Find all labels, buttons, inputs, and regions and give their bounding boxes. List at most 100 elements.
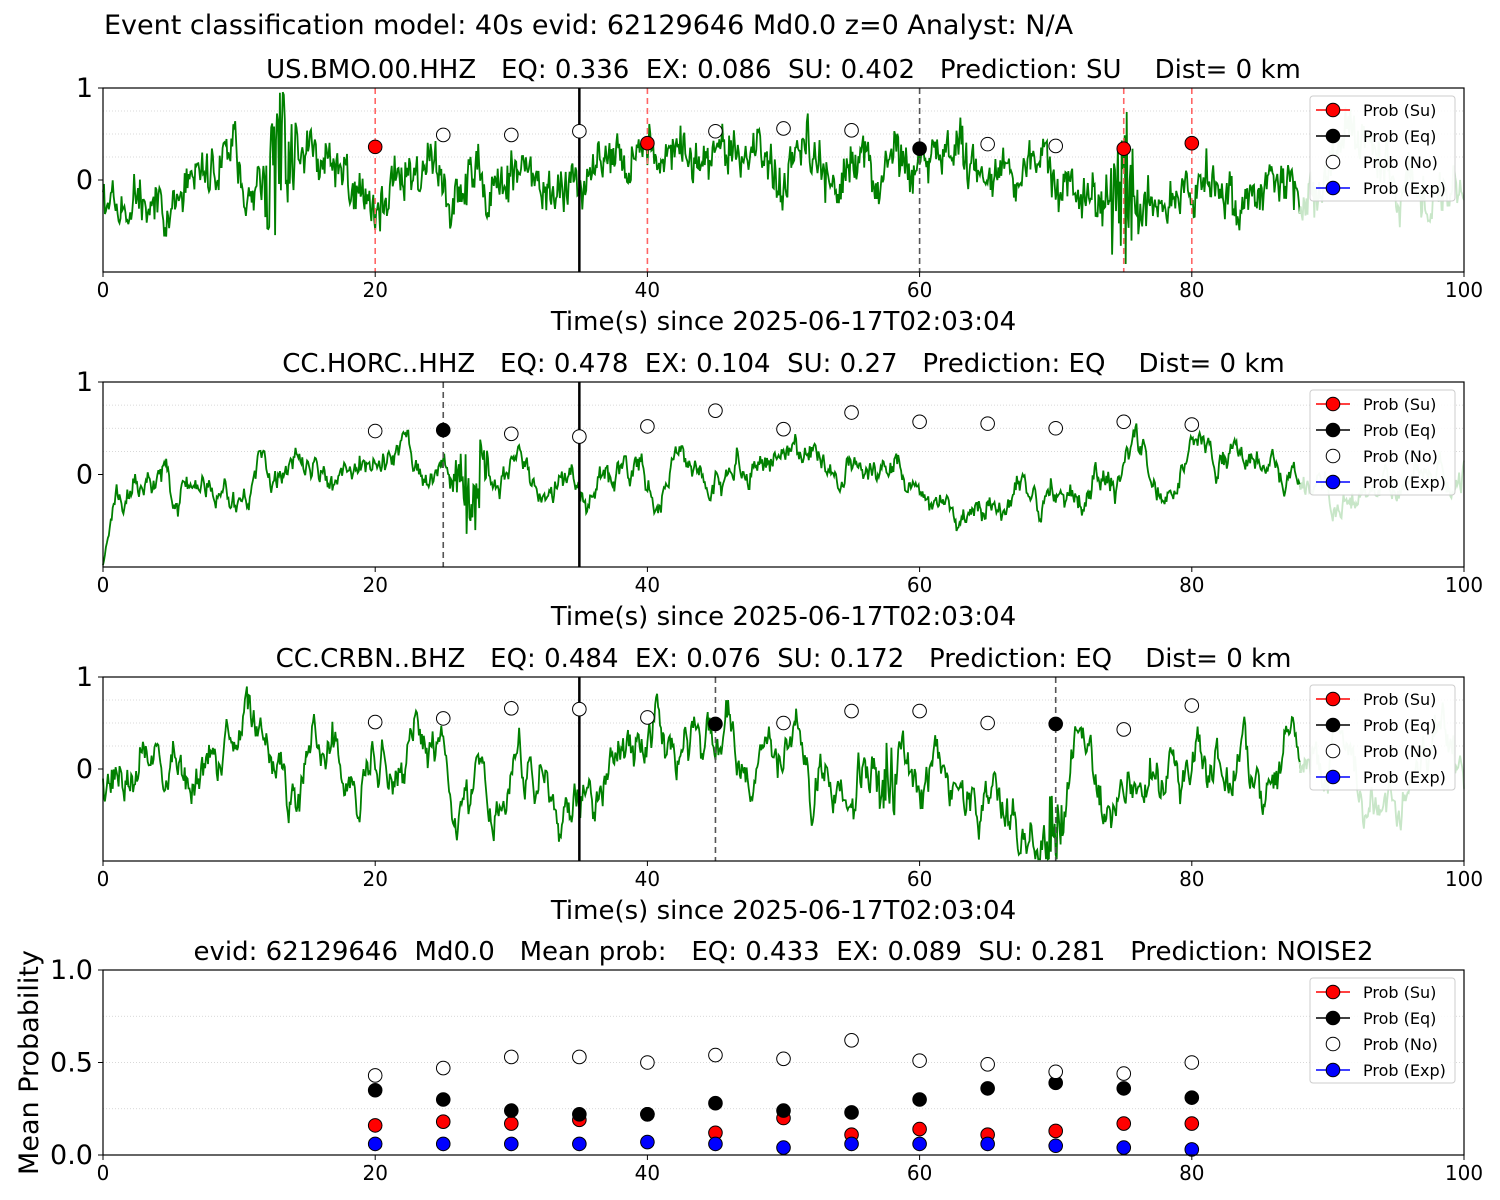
- x-tick-label: 20: [362, 278, 387, 302]
- legend: Prob (Su) Prob (Eq) Prob (No) Prob (Exp): [1309, 95, 1456, 202]
- marker-no: [844, 405, 859, 420]
- point-no: [367, 1068, 383, 1083]
- point-su: [1184, 1116, 1200, 1131]
- point-eq: [708, 1095, 723, 1111]
- point-su: [1116, 1116, 1132, 1131]
- point-exp: [844, 1136, 859, 1152]
- point-eq: [572, 1107, 587, 1122]
- point-no: [1048, 1064, 1063, 1080]
- legend-label: Prob (Eq): [1363, 716, 1436, 735]
- panel-1: 0 20 40 60 80 100 0 1 US.BMO.00.HHZ EQ: 0.336 EX…: [76, 55, 1483, 337]
- x-tick-label: 0: [97, 573, 110, 597]
- marker-no: [1116, 414, 1132, 430]
- legend-label: Prob (Eq): [1363, 127, 1436, 146]
- panel-4: 0 20 40 60 80 100 0.0 0.5 1.0 evid: 62129646 Md0.…: [14, 937, 1483, 1185]
- point-eq: [1116, 1081, 1132, 1096]
- panel-title: CC.CRBN..BHZ EQ: 0.484 EX: 0.076 SU: 0.1…: [276, 644, 1292, 674]
- point-eq: [912, 1092, 927, 1107]
- x-tick-label: 100: [1445, 573, 1483, 597]
- panel-title: US.BMO.00.HHZ EQ: 0.336 EX: 0.086 SU: 0.…: [266, 55, 1301, 85]
- legend-marker-no: [1325, 154, 1341, 170]
- point-su: [912, 1121, 927, 1137]
- marker-no: [572, 123, 587, 139]
- point-su: [1048, 1123, 1063, 1139]
- point-no: [912, 1053, 927, 1068]
- legend-box: [1309, 977, 1456, 1084]
- x-axis-label: Time(s) since 2025-06-17T02:03:04: [550, 307, 1016, 337]
- legend-label: Prob (No): [1363, 447, 1438, 466]
- y-tick-label: 0: [76, 460, 93, 491]
- y-tick-label: 0.5: [50, 1048, 93, 1079]
- waveform-trace: [102, 423, 1302, 566]
- point-exp: [776, 1140, 791, 1155]
- x-tick-label: 60: [907, 867, 932, 891]
- legend-marker-eq: [1325, 422, 1341, 438]
- x-tick-label: 40: [635, 867, 660, 891]
- marker-eq: [708, 716, 723, 732]
- marker-su: [1116, 141, 1132, 157]
- marker-eq: [1048, 716, 1063, 732]
- x-tick-label: 60: [907, 1161, 932, 1185]
- x-tick-label: 40: [635, 573, 660, 597]
- marker-su: [640, 135, 655, 151]
- y-tick-label: 1: [76, 73, 93, 104]
- panel-2: 0 20 40 60 80 100 0 1 CC.HORC..HHZ EQ: 0.478 EX:…: [76, 349, 1483, 632]
- point-no: [708, 1047, 723, 1063]
- legend-label: Prob (Exp): [1363, 473, 1446, 492]
- legend-marker-exp: [1325, 1062, 1341, 1078]
- marker-no: [435, 127, 451, 143]
- marker-no: [708, 123, 723, 139]
- legend-label: Prob (Exp): [1363, 179, 1446, 198]
- legend-label: Prob (No): [1363, 1035, 1438, 1054]
- legend-marker-exp: [1325, 474, 1341, 490]
- legend-label: Prob (Eq): [1363, 421, 1436, 440]
- point-no: [844, 1033, 859, 1048]
- x-tick-label: 20: [362, 867, 387, 891]
- point-exp: [1184, 1142, 1200, 1157]
- point-eq: [435, 1092, 451, 1107]
- x-tick-label: 100: [1445, 1161, 1483, 1185]
- legend-box: [1309, 95, 1456, 202]
- point-exp: [640, 1134, 655, 1150]
- marker-no: [367, 423, 383, 439]
- marker-su: [1184, 135, 1200, 151]
- point-exp: [1048, 1138, 1063, 1154]
- marker-eq: [435, 422, 451, 438]
- marker-no: [367, 714, 383, 730]
- point-exp: [708, 1136, 723, 1152]
- point-no: [640, 1055, 655, 1070]
- marker-no: [1184, 417, 1200, 432]
- point-su: [367, 1118, 383, 1133]
- point-eq: [1184, 1090, 1200, 1105]
- panel-title: CC.HORC..HHZ EQ: 0.478 EX: 0.104 SU: 0.2…: [282, 349, 1284, 379]
- y-tick-label: 1.0: [50, 955, 93, 986]
- x-tick-label: 100: [1445, 867, 1483, 891]
- marker-no: [912, 414, 927, 430]
- point-exp: [367, 1136, 383, 1152]
- x-axis-label: Time(s) since 2025-06-17T02:03:04: [550, 602, 1016, 632]
- marker-no: [912, 703, 927, 719]
- legend-label: Prob (Exp): [1363, 1061, 1446, 1080]
- marker-no: [980, 715, 995, 731]
- x-tick-label: 0: [97, 278, 110, 302]
- marker-no: [1116, 722, 1132, 737]
- legend-marker-su: [1325, 691, 1341, 707]
- point-no: [1116, 1066, 1132, 1081]
- marker-no: [1184, 698, 1200, 713]
- legend-marker-no: [1325, 743, 1341, 759]
- legend-label: Prob (Su): [1363, 690, 1436, 709]
- figure-title: Event classification model: 40s evid: 62…: [104, 10, 1074, 41]
- marker-no: [708, 403, 723, 418]
- panel-3: 0 20 40 60 80 100 0 1 CC.CRBN..BHZ EQ: 0.484 EX:…: [76, 644, 1483, 926]
- point-su: [435, 1114, 451, 1129]
- point-no: [776, 1051, 791, 1067]
- y-tick-label: 1: [76, 662, 93, 693]
- legend-label: Prob (Exp): [1363, 768, 1446, 787]
- legend-label: Prob (Su): [1363, 983, 1436, 1002]
- marker-no: [572, 701, 587, 717]
- x-tick-label: 20: [362, 573, 387, 597]
- legend-marker-no: [1325, 1036, 1341, 1052]
- x-tick-label: 100: [1445, 278, 1483, 302]
- legend-marker-no: [1325, 448, 1341, 464]
